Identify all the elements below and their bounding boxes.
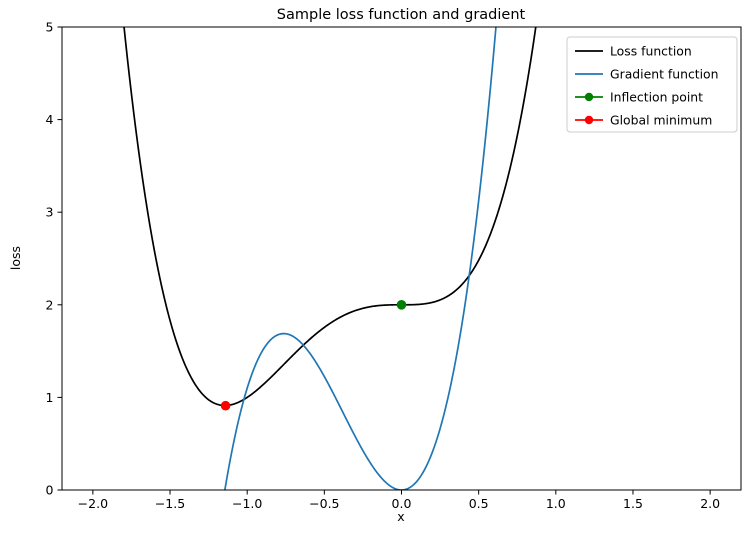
plot-content: −2.0 −1.5 −1.0 −0.5 0.0 0.5 1.0 1.5 2.0 0 1 2 3 4 5 Los… [46, 20, 738, 511]
legend-item-global-minimum: Global minimum [575, 112, 712, 127]
legend-label: Inflection point [610, 89, 703, 104]
marker-inflection-point [396, 300, 407, 310]
x-tick-label: 1.5 [623, 496, 643, 511]
y-tick-label: 4 [46, 112, 54, 127]
y-tick-label: 2 [46, 297, 54, 312]
legend-item-loss-function: Loss function [575, 43, 692, 58]
x-tick-label: −1.0 [232, 496, 262, 511]
x-axis-label: x [397, 509, 404, 524]
legend-marker-sample [584, 92, 594, 102]
legend-label: Loss function [610, 43, 692, 58]
chart-title: Sample loss function and gradient [277, 7, 526, 23]
x-tick-label: −2.0 [78, 496, 108, 511]
y-tick-label: 5 [46, 20, 54, 35]
x-tick-label: 2.0 [700, 496, 720, 511]
legend-item-inflection-point: Inflection point [575, 89, 703, 104]
legend-box [566, 36, 738, 133]
x-tick-label: 0.0 [392, 496, 412, 511]
x-tick-label: −0.5 [309, 496, 339, 511]
x-tick-label: 1.0 [546, 496, 566, 511]
marker-global-minimum [220, 400, 231, 411]
y-tick-label: 3 [46, 205, 54, 220]
legend-label: Global minimum [610, 112, 712, 127]
y-tick-label: 0 [46, 483, 54, 498]
legend-marker-sample [584, 115, 594, 125]
legend-item-gradient-function: Gradient function [575, 66, 719, 81]
legend-label: Gradient function [610, 66, 719, 81]
axes-border [61, 26, 742, 491]
y-axis-label: loss [8, 246, 23, 270]
x-tick-label: −1.5 [155, 496, 185, 511]
x-tick-label: 0.5 [469, 496, 489, 511]
y-tick-label: 1 [46, 390, 54, 405]
